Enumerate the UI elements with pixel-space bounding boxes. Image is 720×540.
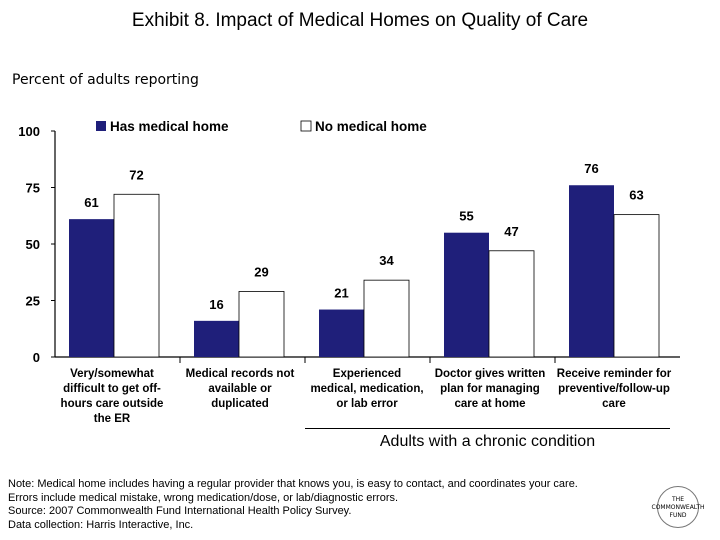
data-label: 34 [379,253,394,268]
bar [194,320,239,357]
page-title: Exhibit 8. Impact of Medical Homes on Qu… [131,10,589,31]
category-label-0: Very/somewhat difficult to get off- hours… [60,368,164,425]
legend-label-has-home: Has medical home [110,119,229,134]
data-label: 61 [84,195,98,210]
legend-label-no-home: No medical home [315,119,427,134]
data-label: 63 [629,188,643,203]
bar-chart: 0 25 50 75 100 61 72 16 29 21 34 55 47 76 63 Has medica… [18,119,680,365]
commonwealth-fund-logo: THE COMMONWEALTH FUND [645,486,711,528]
bar [238,291,285,358]
data-label: 55 [459,209,473,224]
note-line-2: Source: 2007 Commonwealth Fund Internati… [8,505,352,517]
bar [569,185,614,357]
legend-swatch-has-home [96,121,106,131]
data-label: 16 [209,297,223,312]
data-label: 29 [254,264,268,279]
notes: Note: Medical home includes having a reg… [8,478,578,532]
y-tick-label: 75 [26,181,40,196]
bar [488,250,535,358]
bar [444,232,489,357]
data-label: 72 [129,167,143,182]
y-tick-label: 25 [26,294,40,309]
note-line-1: Errors include medical mistake, wrong me… [8,491,399,504]
y-tick-label: 0 [33,350,40,365]
category-label-3: Doctor gives written plan for managing ca… [434,368,546,410]
bar [113,193,160,358]
category-label-1: Medical records not available or duplicat… [185,368,295,410]
legend-swatch-no-home [300,120,312,132]
category-label-4: Receive reminder for preventive/follow-up… [556,368,672,410]
bar [319,309,364,357]
bar [613,214,660,358]
chart-subtitle: Percent of adults reporting [12,72,199,88]
data-label: 76 [584,161,598,176]
note-line-3: Data collection: Harris Interactive, Inc… [8,518,194,531]
note-line-0: Note: Medical home includes having a reg… [8,478,578,490]
data-label: 21 [334,286,348,301]
bar [363,279,410,358]
data-label: 47 [504,224,518,239]
bar [69,219,114,357]
y-tick-label: 50 [26,237,40,252]
group-bracket-line [305,428,670,429]
category-label-2: Experienced medical, medication, or lab e… [310,368,424,410]
group-label: Adults with a chronic condition [379,433,596,450]
logo-ring-icon [657,486,699,528]
y-tick-label: 100 [18,124,40,139]
